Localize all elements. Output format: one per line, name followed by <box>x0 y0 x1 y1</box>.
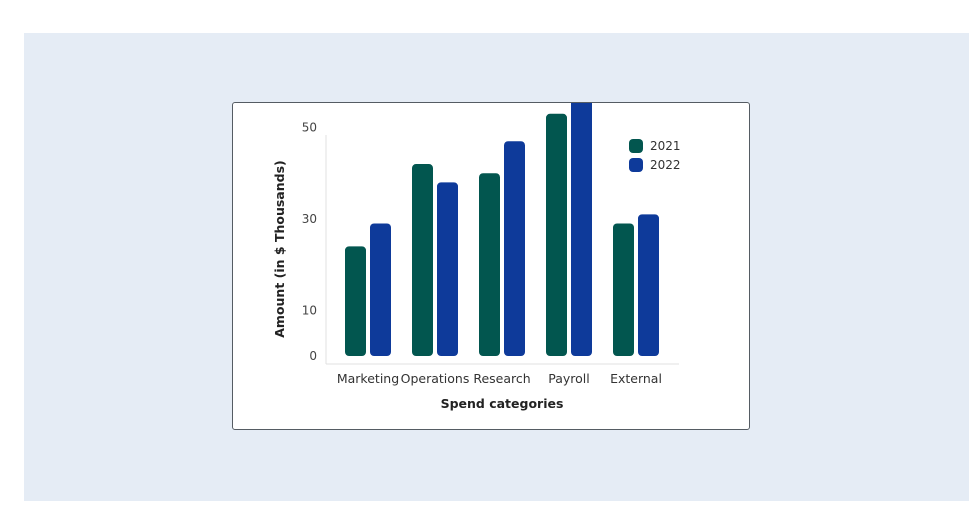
chart-legend: 2021 2022 <box>629 139 681 172</box>
x-tick-label: Operations <box>401 371 470 386</box>
bar-operations-2021[interactable] <box>412 164 433 356</box>
bar-operations-2022[interactable] <box>437 182 458 356</box>
bar-payroll-2022[interactable] <box>571 103 592 356</box>
y-axis-ticks: 010305070 <box>302 121 317 364</box>
chart-bars <box>345 103 659 356</box>
bar-external-2022[interactable] <box>638 214 659 356</box>
x-axis-title: Spend categories <box>441 396 564 411</box>
bar-research-2022[interactable] <box>504 141 525 356</box>
x-tick-label: External <box>610 371 662 386</box>
bar-chart: 010305070 MarketingOperationsResearchPay… <box>272 103 681 411</box>
legend-swatch-2021 <box>629 139 643 153</box>
y-tick-label: 50 <box>302 121 317 135</box>
x-axis-labels: Marketing Operations Research Payroll Extern… <box>337 371 662 386</box>
legend-label-2022: 2022 <box>650 158 681 172</box>
y-tick-label: 30 <box>302 212 317 226</box>
bar-payroll-2021[interactable] <box>546 113 567 356</box>
legend-swatch-2022 <box>629 158 643 172</box>
bar-research-2021[interactable] <box>479 173 500 356</box>
y-tick-label: 10 <box>302 303 317 317</box>
x-tick-label: Marketing <box>337 371 399 386</box>
chart-axes <box>325 135 679 365</box>
x-tick-label: Research <box>473 371 530 386</box>
x-tick-label: Payroll <box>548 371 590 386</box>
bar-marketing-2021[interactable] <box>345 246 366 356</box>
y-axis-title: Amount (in $ Thousands) <box>272 160 287 338</box>
chart-card: 010305070 MarketingOperationsResearchPay… <box>232 102 750 430</box>
bar-marketing-2022[interactable] <box>370 223 391 356</box>
bar-external-2021[interactable] <box>613 223 634 356</box>
y-tick-label: 0 <box>309 349 317 363</box>
legend-label-2021: 2021 <box>650 139 681 153</box>
